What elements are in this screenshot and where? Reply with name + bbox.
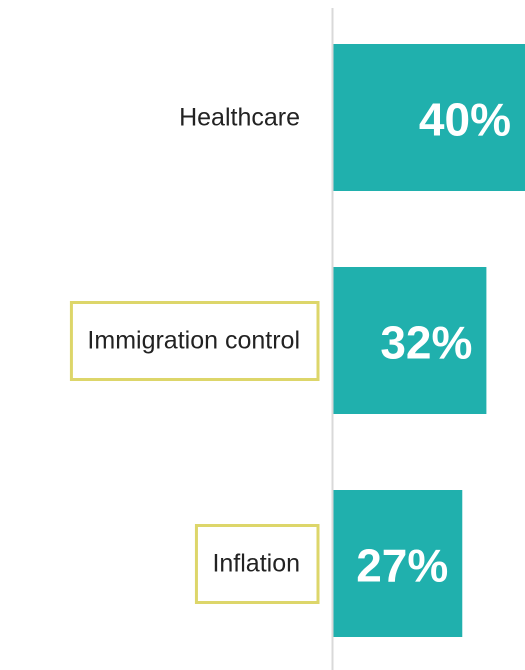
category-label: Inflation xyxy=(212,550,300,578)
value-label: 40% xyxy=(419,94,511,146)
highlight-box xyxy=(194,524,320,604)
value-label: 27% xyxy=(356,540,448,592)
bar xyxy=(332,44,525,191)
bar xyxy=(332,490,463,637)
category-label: Healthcare xyxy=(179,104,300,132)
bar xyxy=(332,267,487,414)
category-label: Immigration control xyxy=(87,327,300,355)
highlight-box xyxy=(69,301,320,381)
value-label: 32% xyxy=(380,317,472,369)
